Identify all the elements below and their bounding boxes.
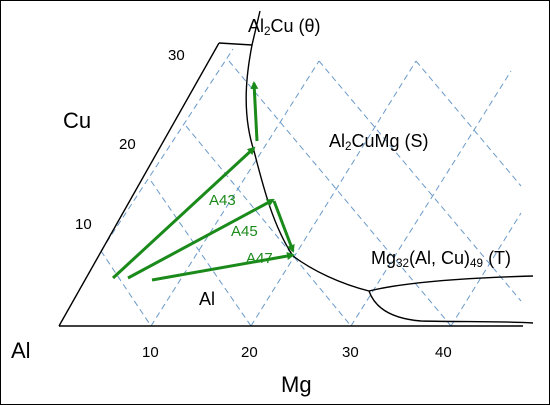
cu-tick-20: 20: [119, 136, 136, 153]
mg-tick-40: 40: [435, 344, 452, 361]
mg-tick-10: 10: [142, 344, 159, 361]
cu-axis-label: Cu: [63, 108, 92, 133]
s-phase-label: Al2CuMg (S): [329, 131, 429, 153]
alloy-arrows: [111, 81, 295, 282]
mg-tick-20: 20: [241, 344, 258, 361]
t-phase-label: Mg32(Al, Cu)49 (T): [371, 248, 512, 270]
alloy-label-a47: A47: [246, 250, 273, 267]
cu-tick-10: 10: [75, 216, 92, 233]
triangle-edges: [58, 42, 523, 327]
al-phase-label: Al: [199, 289, 216, 309]
grid-lines: [100, 48, 522, 327]
mg-tick-30: 30: [342, 344, 359, 361]
alloy-label-a43: A43: [209, 192, 236, 209]
phase-boundaries: [218, 10, 534, 324]
mg-axis-label: Mg: [281, 372, 312, 397]
alloy-label-a45: A45: [231, 223, 258, 240]
cu-tick-30: 30: [168, 47, 185, 64]
al-corner-label: Al: [11, 338, 31, 363]
theta-phase-label: Al2Cu (θ): [248, 16, 321, 38]
